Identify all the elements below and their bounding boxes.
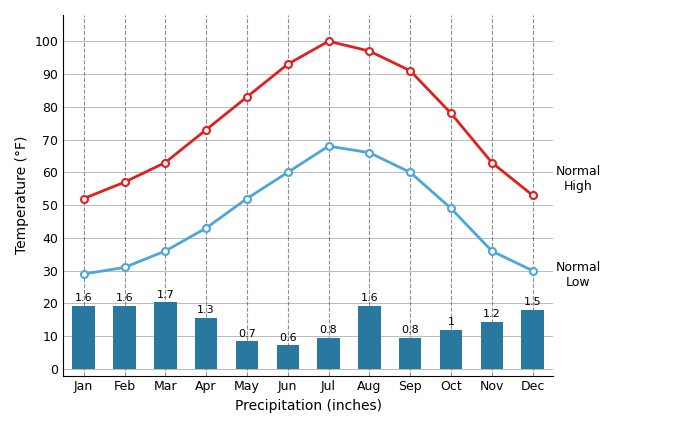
Y-axis label: Temperature (°F): Temperature (°F)	[15, 136, 29, 255]
Bar	[317, 338, 340, 369]
Bar	[73, 306, 95, 369]
Text: 1: 1	[447, 317, 454, 327]
Text: Normal
Low: Normal Low	[556, 261, 601, 288]
Text: 1.6: 1.6	[360, 294, 378, 303]
Bar	[440, 330, 462, 369]
Bar	[481, 322, 503, 369]
Text: 1.7: 1.7	[156, 289, 174, 300]
Bar	[113, 306, 136, 369]
Text: 0.8: 0.8	[320, 325, 337, 335]
Text: Normal
High: Normal High	[556, 165, 601, 193]
Bar	[276, 345, 299, 369]
Bar	[358, 306, 381, 369]
Text: 1.5: 1.5	[524, 297, 541, 307]
X-axis label: Precipitation (inches): Precipitation (inches)	[234, 399, 382, 413]
Bar	[522, 310, 544, 369]
Text: 0.8: 0.8	[401, 325, 419, 335]
Text: 0.6: 0.6	[279, 333, 297, 343]
Text: 1.3: 1.3	[197, 305, 215, 315]
Bar	[236, 342, 258, 369]
Text: 1.6: 1.6	[75, 294, 92, 303]
Text: 0.7: 0.7	[238, 329, 256, 339]
Bar	[195, 318, 218, 369]
Bar	[399, 338, 421, 369]
Bar	[154, 302, 176, 369]
Text: 1.6: 1.6	[116, 294, 133, 303]
Text: 1.2: 1.2	[483, 309, 500, 319]
